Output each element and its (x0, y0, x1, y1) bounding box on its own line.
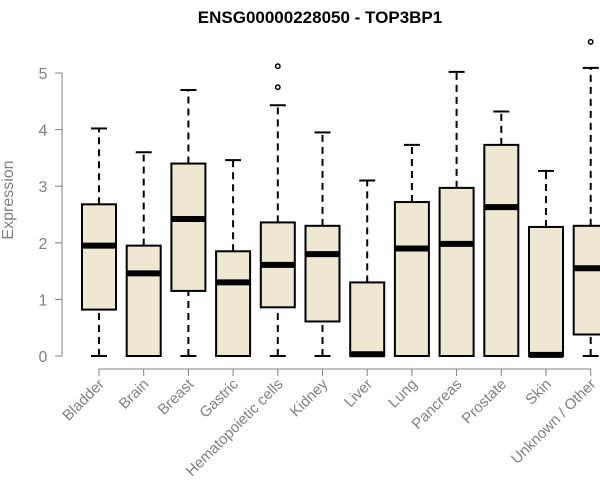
x-category-label: Breast (155, 375, 198, 418)
box-group (572, 38, 600, 357)
x-category-label: Kidney (287, 375, 332, 420)
box-group (304, 131, 341, 357)
iqr-box (572, 224, 600, 336)
outlier-point (587, 38, 594, 45)
box-group (170, 88, 207, 357)
box-group (125, 151, 162, 358)
iqr-box (483, 143, 520, 357)
x-category-label: Liver (341, 376, 376, 411)
x-category-label: Prostate (459, 376, 511, 428)
x-category-label: Bladder (59, 376, 108, 425)
x-category-label: Skin (522, 376, 555, 409)
box-group (483, 110, 520, 357)
y-tick-label: 3 (39, 179, 48, 196)
iqr-box (349, 281, 386, 358)
box-group (81, 127, 117, 357)
box-group (528, 169, 564, 358)
plot-area (81, 38, 600, 358)
x-category-label: Brain (116, 376, 153, 413)
y-axis-label: Expression (0, 160, 17, 239)
iqr-box (393, 201, 430, 357)
outlier-point (274, 63, 281, 70)
y-tick-label: 2 (39, 236, 48, 253)
y-tick-label: 1 (39, 292, 48, 309)
box-group (349, 179, 386, 358)
box-group (215, 159, 252, 357)
iqr-box (170, 162, 207, 292)
chart-title: ENSG00000228050 - TOP3BP1 (198, 8, 442, 27)
iqr-box (215, 250, 252, 357)
x-category-label: Unknown / Other (508, 376, 600, 468)
y-tick-label: 4 (39, 123, 48, 140)
box-group (438, 70, 475, 357)
y-tick-label: 0 (39, 349, 48, 366)
iqr-box (81, 203, 117, 311)
y-axis: 0 1 2 3 4 5 (39, 66, 63, 366)
x-category-label: Lung (385, 376, 421, 412)
iqr-box (125, 244, 162, 358)
outlier-point (274, 84, 281, 91)
iqr-box (438, 186, 475, 357)
iqr-box (528, 225, 564, 357)
box-group (393, 143, 430, 357)
box-group (259, 63, 296, 357)
iqr-box (304, 224, 341, 323)
y-tick-label: 5 (39, 66, 48, 83)
